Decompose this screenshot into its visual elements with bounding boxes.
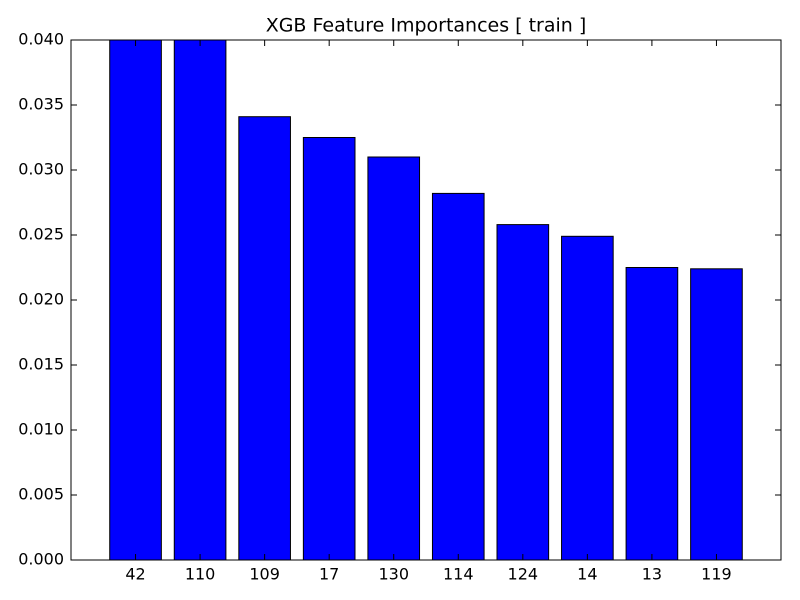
- y-tick-label: 0.035: [18, 95, 64, 114]
- y-tick-label: 0.030: [18, 160, 64, 179]
- bar: [625, 267, 679, 561]
- bar: [238, 116, 291, 561]
- x-tick-label: 124: [508, 565, 539, 584]
- y-tick-label: 0.040: [18, 30, 64, 49]
- plot-frame: [70, 39, 782, 561]
- x-tick-label: 14: [577, 565, 597, 584]
- y-tick-label: 0.010: [18, 420, 64, 439]
- y-tick-label: 0.005: [18, 485, 64, 504]
- x-tick-label: 109: [249, 565, 280, 584]
- bar: [561, 235, 614, 561]
- x-tick-label: 130: [378, 565, 409, 584]
- y-tick-label: 0.015: [18, 355, 64, 374]
- bar: [173, 39, 227, 561]
- x-tick-label: 42: [125, 565, 145, 584]
- x-tick-label: 13: [642, 565, 662, 584]
- bar: [302, 137, 356, 561]
- x-tick-label: 114: [443, 565, 474, 584]
- x-tick-label: 17: [319, 565, 339, 584]
- bar: [690, 268, 743, 561]
- bar: [367, 156, 421, 561]
- chart-title: XGB Feature Importances [ train ]: [266, 15, 587, 37]
- bar: [496, 224, 550, 561]
- y-tick-label: 0.000: [18, 550, 64, 569]
- y-tick-label: 0.025: [18, 225, 64, 244]
- x-tick-label: 119: [701, 565, 732, 584]
- bar: [431, 192, 485, 561]
- y-tick-label: 0.020: [18, 290, 64, 309]
- x-tick-label: 110: [185, 565, 216, 584]
- bar: [109, 39, 162, 561]
